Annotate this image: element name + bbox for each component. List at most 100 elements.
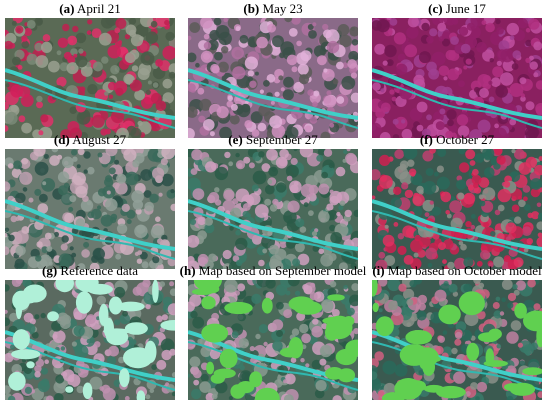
tree-crown [60, 243, 68, 251]
tree-crown [203, 41, 212, 50]
map-patch [206, 361, 215, 375]
tree-crown [195, 62, 200, 68]
tree-crown [445, 210, 450, 215]
tree-crown [126, 219, 132, 225]
tree-crown [191, 149, 203, 161]
tree-crown [97, 257, 105, 264]
tree-crown [463, 192, 476, 205]
tree-crown [475, 396, 480, 400]
tree-crown [531, 211, 540, 220]
tree-crown [328, 162, 335, 169]
tree-crown [450, 217, 463, 230]
tree-crown [465, 58, 472, 65]
tree-crown [114, 159, 120, 165]
map-patch [8, 371, 26, 391]
tree-crown [320, 299, 334, 312]
tree-crown [300, 183, 315, 198]
tree-crown [286, 175, 293, 182]
tree-crown [272, 319, 284, 331]
tree-crown [10, 215, 18, 223]
tree-crown [26, 20, 36, 29]
tree-crown [197, 338, 203, 345]
tree-crown [83, 151, 91, 159]
tree-crown [34, 365, 42, 373]
tree-crown [414, 234, 421, 242]
tree-crown [290, 357, 297, 363]
tree-crown [492, 302, 500, 309]
tree-crown [235, 160, 246, 170]
tree-crown [522, 185, 531, 193]
tree-crown [413, 252, 419, 258]
panel-caption: (e) September 27 [178, 132, 368, 148]
tree-crown [294, 290, 301, 296]
tree-crown [525, 129, 537, 138]
tree-crown [192, 369, 202, 379]
river [5, 210, 175, 260]
tree-crown [33, 149, 46, 157]
tree-crown [83, 241, 90, 248]
tree-crown [520, 96, 526, 102]
tree-crown [249, 346, 255, 352]
tree-crown [454, 338, 462, 346]
tree-crown [106, 190, 111, 195]
tree-crown [209, 29, 220, 41]
tree-crown [409, 313, 419, 322]
tree-crown [330, 232, 343, 244]
tree-crown [69, 106, 77, 114]
tree-crown [344, 209, 352, 218]
tree-crown [313, 90, 320, 97]
tree-crown [311, 231, 318, 237]
tree-crown [214, 187, 220, 193]
tree-crown [493, 127, 507, 138]
tree-crown [345, 152, 357, 165]
tree-crown [496, 343, 502, 349]
tree-crown [242, 340, 247, 346]
tree-crown [394, 363, 408, 377]
tree-crown [272, 35, 284, 48]
tree-crown [412, 193, 425, 207]
tree-crown [438, 36, 445, 42]
tree-crown [108, 94, 114, 99]
tree-crown [15, 192, 26, 204]
tree-crown [379, 175, 393, 189]
tree-crown [472, 168, 479, 176]
tree-crown [497, 188, 511, 203]
map-patch [65, 386, 74, 393]
tree-crown [193, 379, 200, 386]
tree-crown [290, 157, 298, 166]
tree-crown [309, 116, 318, 124]
panel-caption: (i) Map based on October model [362, 263, 550, 279]
tree-crown [325, 29, 340, 44]
map-patch [483, 360, 508, 367]
map-patch [337, 368, 356, 383]
tree-crown [189, 294, 202, 307]
tree-crown [285, 164, 299, 178]
tree-crown [429, 28, 438, 37]
tree-crown [157, 238, 163, 245]
tree-crown [393, 32, 406, 45]
tree-crown [288, 28, 298, 37]
tree-crown [69, 127, 82, 138]
map-patch [261, 297, 273, 314]
tree-crown [149, 388, 155, 394]
tree-crown [15, 216, 20, 221]
map-patch [279, 347, 303, 358]
tree-crown [404, 189, 414, 199]
tree-crown [8, 234, 15, 242]
tree-crown [338, 205, 344, 211]
tree-crown [498, 40, 510, 52]
tree-crown [525, 350, 531, 356]
panel-caption: (c) June 17 [362, 1, 550, 17]
tree-crown [470, 224, 476, 230]
tree-crown [501, 297, 506, 302]
tree-crown [269, 115, 283, 129]
panel-title: August 27 [69, 132, 127, 147]
tree-crown [5, 246, 10, 256]
tree-crown [382, 360, 397, 375]
tree-crown [494, 209, 501, 216]
tree-crown [149, 193, 159, 203]
tree-crown [155, 216, 161, 222]
tree-crown [392, 134, 400, 138]
tree-crown [254, 204, 269, 218]
tree-crown [515, 280, 526, 291]
